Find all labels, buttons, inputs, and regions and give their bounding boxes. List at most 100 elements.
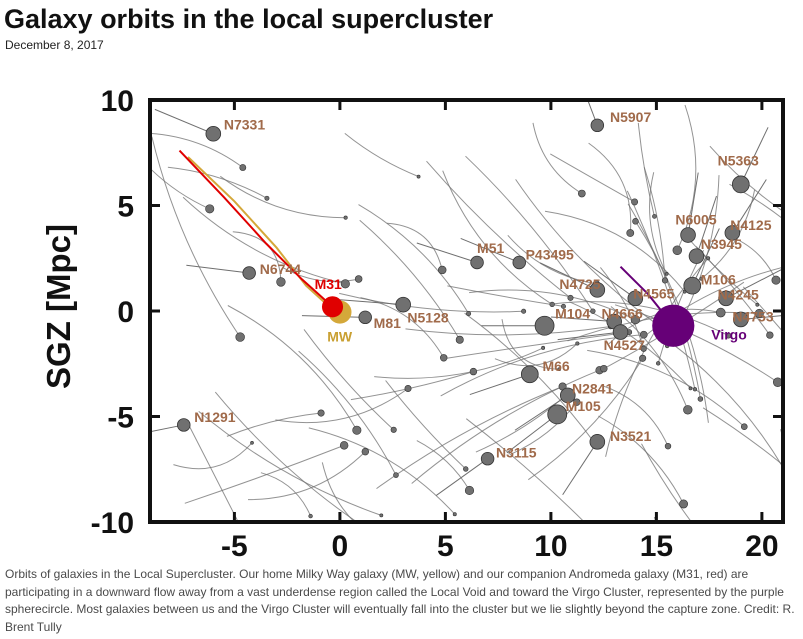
- orbit-line: [386, 222, 443, 271]
- galaxy-dot: [772, 377, 783, 387]
- y-tick-label: -5: [107, 402, 134, 435]
- galaxy-dot: [205, 204, 215, 214]
- orbit-line: [641, 443, 693, 522]
- galaxy-label-m51: M51: [477, 240, 504, 256]
- orbit-line: [702, 407, 783, 466]
- galaxy-marker-p43495: [512, 255, 526, 270]
- orbit-line: [340, 299, 404, 306]
- galaxy-dot: [455, 335, 464, 344]
- galaxy-dot: [235, 332, 245, 342]
- galaxy-dot: [715, 307, 726, 318]
- galaxy-label-n7331: N7331: [224, 117, 265, 133]
- orbit-line: [696, 195, 717, 257]
- galaxy-dot: [352, 425, 362, 435]
- orbit-line: [550, 153, 635, 203]
- galaxy-marker-n3521: [589, 434, 606, 450]
- marker-virgo: [652, 304, 695, 347]
- galaxy-dot: [640, 345, 647, 352]
- galaxy-dot: [393, 472, 399, 478]
- galaxy-marker-n3115: [480, 451, 495, 466]
- article-title: Galaxy orbits in the local supercluster: [4, 4, 494, 34]
- orbit-line: [198, 411, 382, 516]
- galaxy-dot: [590, 308, 596, 314]
- galaxy-dot: [567, 294, 574, 301]
- orbit-line: [308, 427, 456, 515]
- galaxy-dot: [557, 367, 562, 372]
- orbit-line: [507, 234, 597, 285]
- galaxy-dot: [521, 308, 527, 314]
- orbit-line: [557, 331, 621, 341]
- galaxy-marker-n5907: [590, 118, 605, 133]
- orbit-line: [511, 401, 578, 455]
- galaxy-dot: [664, 271, 669, 276]
- galaxy-dot: [706, 256, 711, 261]
- orbit-line: [374, 347, 544, 379]
- orbit-line: [182, 196, 346, 285]
- y-tick-label: 0: [117, 296, 134, 329]
- galaxy-dot: [607, 545, 613, 551]
- galaxy-dot: [661, 277, 669, 284]
- galaxy-dot: [692, 387, 698, 392]
- galaxy-marker-n6744: [242, 266, 256, 280]
- orbit-line: [562, 441, 598, 496]
- galaxy-marker-n1291: [177, 418, 191, 432]
- galaxy-label-m106: M106: [701, 272, 736, 288]
- galaxy-label-n4725: N4725: [559, 276, 600, 292]
- galaxy-dot: [699, 276, 704, 281]
- galaxy-dot: [664, 442, 672, 450]
- orbit-line: [569, 301, 691, 389]
- galaxy-dot: [630, 314, 640, 325]
- orbit-line: [385, 380, 467, 470]
- galaxy-label-n6744: N6744: [260, 261, 301, 277]
- galaxy-marker-n7331: [205, 125, 222, 142]
- orbit-line: [515, 179, 662, 328]
- marker-m31: [321, 296, 344, 318]
- orbit-line: [150, 132, 244, 168]
- orbit-line: [247, 451, 366, 501]
- galaxy-dot: [740, 423, 748, 431]
- galaxy-dot: [250, 440, 254, 445]
- orbit-line: [344, 133, 419, 178]
- y-tick-label: 10: [101, 85, 134, 118]
- galaxy-dot: [573, 398, 581, 406]
- galaxy-dot: [437, 265, 447, 275]
- orbit-line: [588, 142, 632, 234]
- galaxy-label-m104: M104: [555, 305, 590, 321]
- orbit-line: [740, 314, 783, 320]
- galaxy-marker-n4753: [733, 311, 749, 328]
- orbit-line: [494, 343, 578, 367]
- galaxy-labels: N7331 N6744 M81 N5128 M51 P43495 N4725 M104 N466…: [194, 109, 774, 460]
- galaxy-dot: [626, 229, 635, 237]
- orbit-line: [544, 210, 686, 293]
- galaxy-marker-m104: [534, 315, 555, 336]
- galaxy-marker-m105: [547, 404, 568, 425]
- galaxy-label-m105: M105: [566, 398, 601, 414]
- orbit-line: [339, 292, 524, 313]
- galaxy-label-n4666: N4666: [602, 305, 643, 321]
- galaxy-marker-n3945: [688, 248, 705, 264]
- galaxy-marker-n4725: [589, 282, 606, 298]
- galaxy-dot: [575, 341, 580, 346]
- orbit-line: [528, 358, 644, 481]
- galaxy-dot: [390, 426, 397, 433]
- galaxy-dot: [464, 485, 475, 496]
- galaxy-label-n3521: N3521: [610, 428, 651, 444]
- orbit-line: [506, 413, 558, 454]
- special-objects: [178, 149, 695, 347]
- orbit-line: [465, 418, 585, 522]
- galaxy-dot: [339, 441, 349, 450]
- label-mw: MW: [327, 329, 353, 345]
- galaxy-markers: [177, 118, 783, 551]
- x-tick-label: 5: [437, 530, 454, 563]
- orbit-line: [282, 267, 359, 283]
- x-tick-label: 0: [332, 530, 349, 563]
- galaxy-dot: [354, 275, 363, 283]
- galaxy-label-n3115: N3115: [496, 445, 537, 461]
- orbit-line: [220, 175, 346, 219]
- orbit-line: [321, 462, 356, 522]
- galaxy-label-m66: M66: [542, 358, 569, 374]
- orbit-line: [426, 160, 571, 299]
- orbit-line: [226, 412, 322, 437]
- label-virgo: Virgo: [711, 326, 747, 342]
- galaxy-label-n4125: N4125: [730, 217, 771, 233]
